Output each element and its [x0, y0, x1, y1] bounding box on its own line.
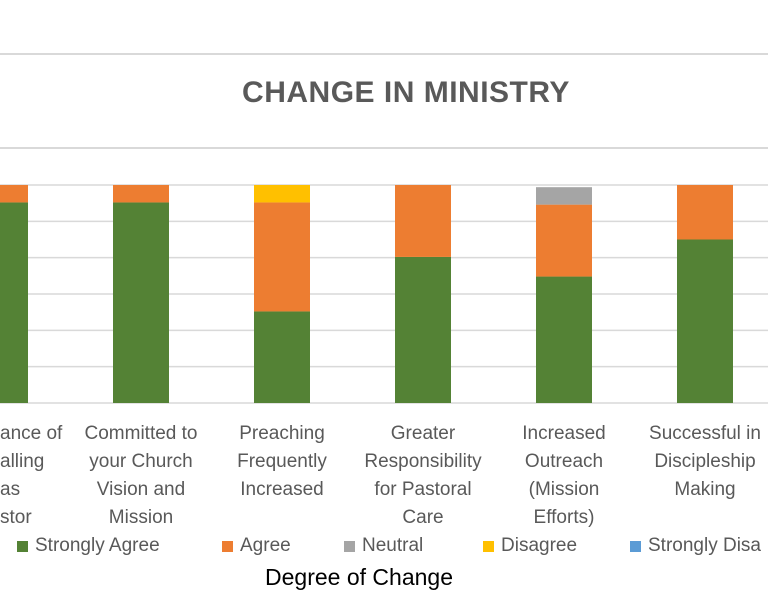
legend-swatch: [17, 540, 28, 552]
legend: Strongly Agree Agree Neutral Disagree Strong…: [0, 535, 768, 561]
legend-item: Strongly Disa: [630, 535, 761, 557]
legend-item: Disagree: [483, 535, 577, 557]
legend-label: Strongly Agree: [35, 535, 160, 556]
legend-swatch: [483, 540, 494, 552]
x-tick-label: Committed to your Church Vision and Miss…: [84, 423, 198, 528]
bar-segment-agree: [0, 185, 28, 203]
bar-segment-neutral: [536, 187, 592, 205]
bar-segment-agree: [677, 185, 733, 240]
legend-label: Strongly Disa: [648, 535, 761, 556]
legend-label: Neutral: [362, 535, 424, 556]
x-tick-label: Increased Outreach (Mission Efforts): [522, 423, 606, 528]
legend-label: Agree: [240, 535, 291, 556]
legend-label: Disagree: [501, 535, 578, 556]
x-tick-label: ance of alling as stor: [0, 423, 63, 528]
bar-segment-agree: [113, 185, 169, 203]
bar-segment-agree: [254, 202, 310, 312]
bar-segment-strongly-agree: [113, 202, 169, 403]
bar-segment-strongly-agree: [0, 202, 28, 403]
legend-swatch: [630, 540, 641, 552]
legend-swatch: [222, 540, 233, 552]
bar-segment-strongly-agree: [254, 311, 310, 403]
bar-segment-strongly-agree: [536, 276, 592, 403]
chart-frame-divider: [0, 147, 768, 149]
bar-segment-agree: [536, 204, 592, 277]
legend-swatch: [344, 540, 355, 552]
x-tick-label: Successful in Discipleship Making: [649, 423, 761, 500]
bar-segment-strongly-agree: [677, 239, 733, 403]
x-axis-title: Degree of Change: [265, 564, 453, 590]
chart-frame-top: [0, 53, 768, 55]
bar-segment-disagree: [254, 185, 310, 203]
legend-item: Agree: [222, 535, 291, 557]
legend-item: Strongly Agree: [17, 535, 160, 557]
chart-title: CHANGE IN MINISTRY: [242, 76, 570, 109]
bar-segment-strongly-agree: [395, 256, 451, 403]
x-tick-label: Greater Responsibility for Pastoral Care: [364, 423, 482, 528]
x-tick-label: Preaching Frequently Increased: [237, 423, 327, 500]
legend-item: Neutral: [344, 535, 423, 557]
bar-segment-agree: [395, 185, 451, 257]
